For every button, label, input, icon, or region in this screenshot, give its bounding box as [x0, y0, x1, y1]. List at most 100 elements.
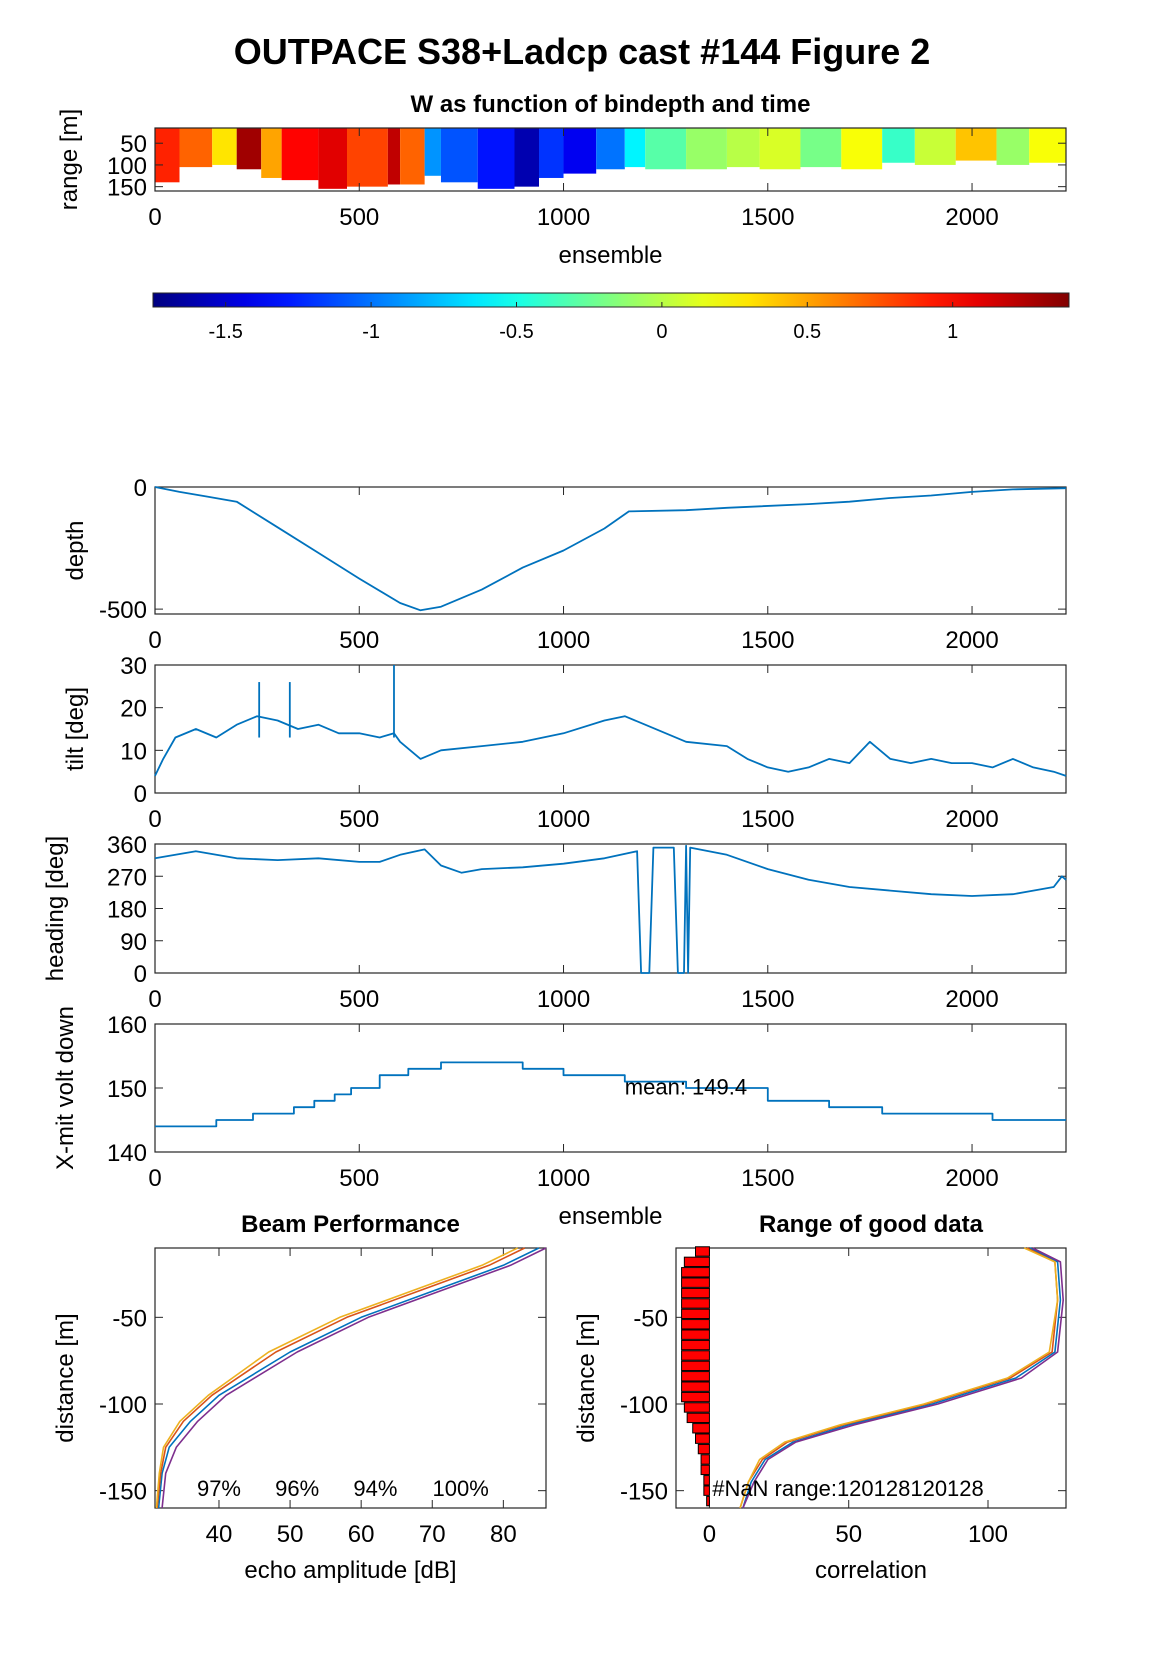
nan-bar — [703, 1475, 710, 1486]
range-series-line — [739, 1247, 1059, 1509]
depth-xtick-label: 0 — [148, 627, 161, 654]
heading-ylabel: heading [deg] — [42, 836, 69, 981]
beam-ytick-label: -50 — [112, 1305, 147, 1332]
w-xtick-label: 1500 — [741, 204, 794, 231]
colorbar-tick-label: 0 — [656, 321, 667, 343]
xmit-ylabel: X-mit volt down — [52, 1006, 79, 1170]
nan-bar — [681, 1381, 710, 1392]
xmit-xtick-label: 1500 — [741, 1165, 794, 1192]
w-ytick-label: 50 — [120, 131, 147, 158]
heading-xtick-label: 2000 — [945, 986, 998, 1013]
w-segment — [759, 128, 801, 170]
tilt-line — [154, 715, 1067, 777]
w-segment — [726, 128, 760, 168]
colorbar-tick-label: -1.5 — [208, 321, 242, 343]
nan-bar — [681, 1319, 710, 1330]
depth-ylabel: depth — [62, 520, 89, 580]
xmit-xtick-label: 2000 — [945, 1165, 998, 1192]
w-ytick-label: 100 — [107, 153, 147, 180]
w-segment — [882, 128, 915, 163]
range-ytick-label: -150 — [620, 1479, 668, 1506]
beam-xtick-label: 50 — [277, 1521, 304, 1548]
w-xtick-label: 500 — [339, 204, 379, 231]
beam-percent-label: 94% — [353, 1476, 397, 1501]
beam-xtick-label: 60 — [348, 1521, 375, 1548]
colorbar-tick-label: -0.5 — [499, 321, 533, 343]
w-segment — [261, 128, 282, 178]
tilt-ytick-label: 20 — [120, 696, 147, 723]
w-frame — [154, 127, 1067, 192]
xmit-frame — [154, 1023, 1067, 1153]
w-xlabel: ensemble — [558, 242, 662, 269]
heading-ytick-label: 180 — [107, 897, 147, 924]
depth-xtick-label: 1000 — [537, 627, 590, 654]
beam-title: Beam Performance — [241, 1211, 460, 1238]
beam-ytick-label: -100 — [99, 1392, 147, 1419]
colorbar-bar — [152, 292, 1070, 308]
nan-bar — [706, 1495, 710, 1507]
heading-xtick-label: 1000 — [537, 986, 590, 1013]
xmit-ytick-label: 140 — [107, 1140, 147, 1167]
beam-percent-label: 100% — [433, 1476, 489, 1501]
w-segment — [318, 128, 348, 189]
beam-chart: 40 50 60 70 80 -50 -100 -150 echo amplitude [dB]… — [52, 1211, 547, 1584]
nan-bar — [681, 1287, 710, 1299]
depth-ytick-label: 0 — [134, 475, 147, 502]
xmit-line — [155, 1061, 1066, 1128]
w-segment — [155, 128, 180, 183]
range-ytick-label: -100 — [620, 1392, 668, 1419]
nan-bar — [681, 1371, 710, 1382]
heading-frame — [154, 843, 1067, 974]
xmit-chart: 0 500 1000 1500 2000 140 150 160 ensemble X-mit v… — [52, 1006, 1067, 1230]
heading-xtick-label: 500 — [339, 986, 379, 1013]
range-xtick-label: 0 — [703, 1521, 716, 1548]
range-title: Range of good data — [759, 1211, 984, 1238]
w-segment — [387, 128, 401, 185]
nan-bar — [681, 1308, 710, 1320]
beam-xtick-label: 80 — [490, 1521, 517, 1548]
beam-frame — [154, 1247, 547, 1509]
nan-bar — [681, 1267, 710, 1278]
heading-xtick-label: 0 — [148, 986, 161, 1013]
xmit-xtick-label: 0 — [148, 1165, 161, 1192]
w-segment — [440, 128, 478, 183]
tilt-ytick-label: 0 — [134, 781, 147, 808]
range-annotation: #NaN range:120128120128 — [712, 1476, 984, 1501]
beam-xtick-label: 40 — [206, 1521, 233, 1548]
range-xtick-label: 50 — [835, 1521, 862, 1548]
w-segment — [596, 128, 625, 170]
tilt-xtick-label: 500 — [339, 806, 379, 833]
colorbar-tick-label: 1 — [947, 321, 958, 343]
nan-bar — [683, 1402, 710, 1413]
nan-bar — [683, 1256, 710, 1268]
w-ytick-label: 150 — [107, 175, 147, 202]
range-series-line — [742, 1247, 1064, 1509]
tilt-frame — [154, 664, 1067, 794]
beam-series-line — [157, 1247, 540, 1509]
beam-series-line — [155, 1247, 518, 1509]
depth-xtick-label: 500 — [339, 627, 379, 654]
nan-bar — [681, 1391, 710, 1403]
heading-ytick-label: 0 — [134, 961, 147, 988]
heading-line — [154, 844, 1067, 974]
figure-title: OUTPACE S38+Ladcp cast #144 Figure 2 — [234, 31, 931, 72]
beam-xlabel: echo amplitude [dB] — [244, 1557, 456, 1584]
xmit-ytick-label: 150 — [107, 1076, 147, 1103]
depth-frame — [154, 486, 1067, 615]
nan-bar — [681, 1298, 710, 1309]
w-segment — [841, 128, 883, 170]
w-segment — [400, 128, 425, 185]
tilt-chart: 0 500 1000 1500 2000 0 10 20 30 tilt [deg] — [62, 653, 1067, 833]
colorbar: -1.5 -1 -0.5 0 0.5 1 — [152, 292, 1070, 343]
nan-bar — [695, 1433, 710, 1444]
tilt-ylabel: tilt [deg] — [62, 687, 89, 771]
tilt-ytick-label: 30 — [120, 653, 147, 680]
range-xtick-label: 100 — [968, 1521, 1008, 1548]
xmit-annotation: mean: 149.4 — [625, 1074, 747, 1099]
nan-bar — [703, 1485, 710, 1496]
w-segment — [539, 128, 564, 178]
xmit-ytick-label: 160 — [107, 1012, 147, 1039]
w-segment — [236, 128, 262, 170]
range-series-line — [742, 1247, 1062, 1509]
tilt-ytick-label: 10 — [120, 738, 147, 765]
